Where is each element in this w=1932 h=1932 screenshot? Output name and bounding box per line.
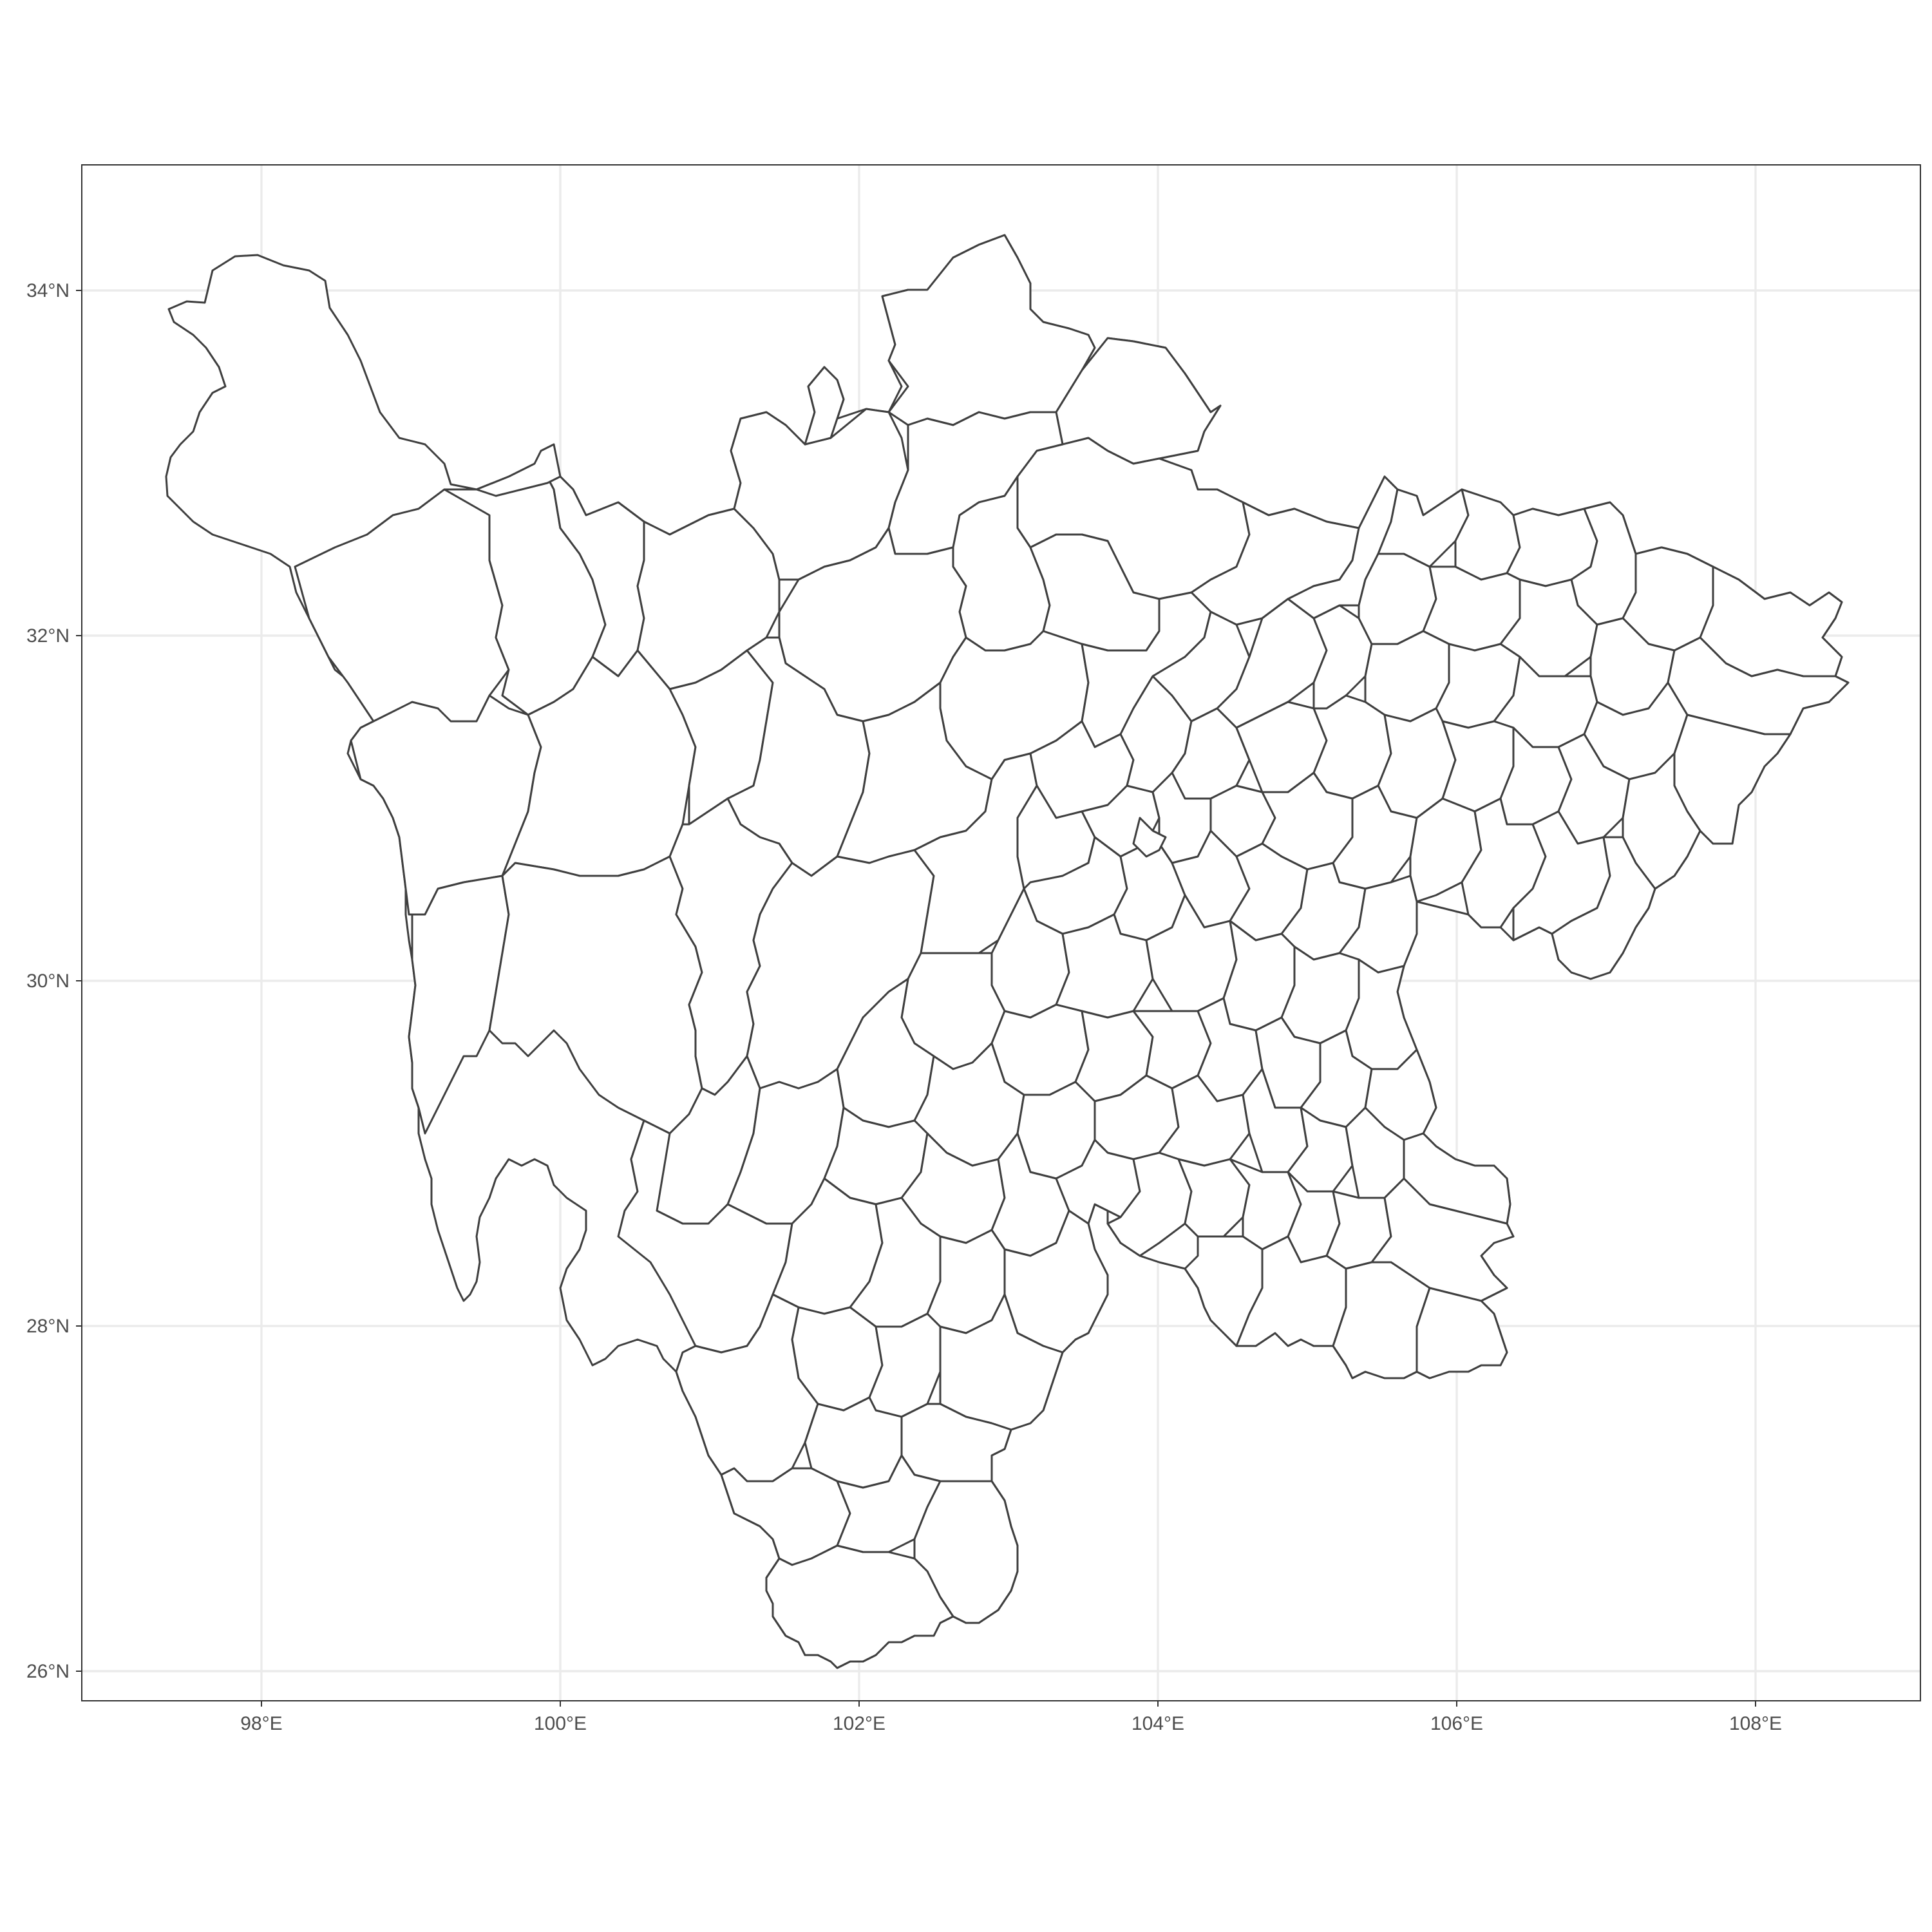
x-tick-label: 102°E bbox=[833, 1713, 886, 1734]
county bbox=[1184, 1235, 1264, 1347]
county bbox=[1499, 578, 1598, 677]
y-tick-label: 30°N bbox=[26, 971, 70, 992]
county bbox=[804, 366, 845, 446]
county bbox=[1551, 836, 1656, 980]
x-tick-label: 108°E bbox=[1729, 1713, 1782, 1734]
x-tick-label: 104°E bbox=[1132, 1713, 1184, 1734]
x-tick-label: 106°E bbox=[1430, 1713, 1483, 1734]
county bbox=[408, 875, 510, 1135]
map-panel bbox=[81, 164, 1921, 1701]
county bbox=[990, 1003, 1090, 1096]
county bbox=[730, 408, 909, 581]
county bbox=[1377, 488, 1470, 568]
county bbox=[1409, 797, 1482, 903]
county bbox=[1332, 1261, 1431, 1379]
y-tick-label: 26°N bbox=[26, 1661, 70, 1682]
x-axis: 98°E 100°E 102°E 104°E 106°E 108°E bbox=[240, 1701, 1782, 1734]
county bbox=[765, 1544, 954, 1669]
county bbox=[1557, 733, 1631, 845]
county bbox=[1235, 1235, 1347, 1347]
county bbox=[1132, 817, 1167, 858]
county-boundaries bbox=[165, 234, 1850, 1669]
county bbox=[1055, 913, 1154, 1019]
county bbox=[913, 1480, 1019, 1624]
y-tick-label: 28°N bbox=[26, 1316, 70, 1337]
y-axis: 34°N 32°N 30°N 28°N 26°N bbox=[26, 280, 82, 1682]
x-tick-label: 100°E bbox=[534, 1713, 587, 1734]
y-tick-label: 34°N bbox=[26, 280, 70, 301]
y-tick-label: 32°N bbox=[26, 625, 70, 647]
county bbox=[1416, 1287, 1508, 1379]
county bbox=[475, 443, 562, 497]
panel-border bbox=[81, 164, 1921, 1701]
x-tick-label: 98°E bbox=[240, 1713, 282, 1734]
county bbox=[1177, 1158, 1251, 1238]
county bbox=[1106, 1151, 1193, 1257]
